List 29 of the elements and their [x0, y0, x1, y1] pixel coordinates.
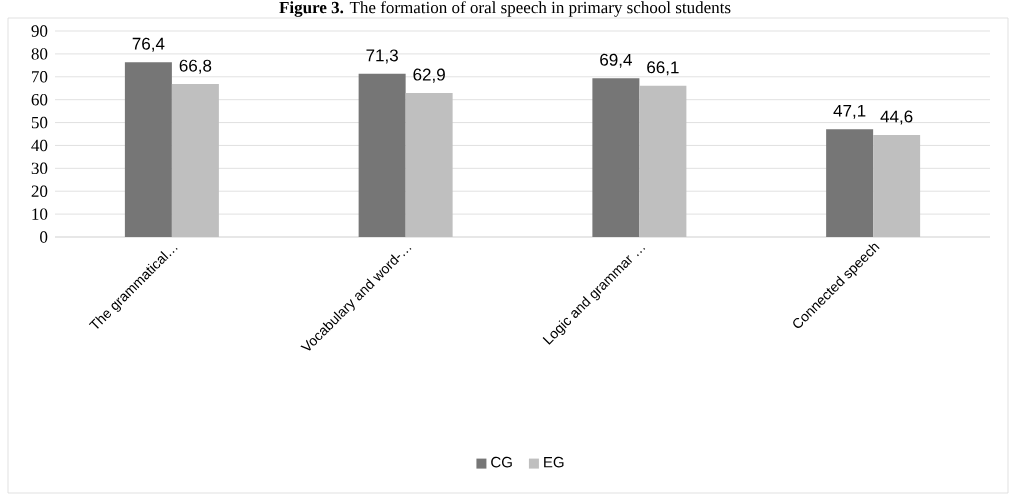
bar	[639, 85, 687, 237]
y-tick-label: 80	[31, 48, 48, 60]
bar	[405, 93, 453, 237]
data-label: 71,3	[366, 49, 398, 64]
bar	[826, 129, 874, 237]
y-tick-label: 50	[31, 116, 48, 129]
y-tick-label: 20	[31, 185, 48, 197]
bar	[592, 78, 640, 237]
data-label: 76,4	[132, 37, 165, 52]
y-tick-label: 10	[32, 208, 48, 220]
bar	[873, 134, 921, 237]
y-tick-label: 90	[31, 25, 48, 37]
data-label: 44,6	[880, 110, 913, 125]
y-tick-label: 30	[31, 162, 48, 175]
legend-label: CG	[491, 456, 512, 468]
y-tick-label: 40	[31, 139, 48, 152]
bar	[171, 84, 219, 237]
y-tick-label: 70	[32, 71, 48, 83]
data-label: 69,4	[600, 53, 632, 68]
y-tick-label: 60	[31, 93, 48, 106]
bar	[124, 62, 172, 237]
bar	[358, 73, 406, 237]
data-label: 47,1	[833, 104, 866, 119]
data-label: 62,9	[413, 68, 445, 83]
y-tick-label: 0	[40, 231, 48, 243]
legend-label: EG	[544, 456, 564, 468]
data-label: 66,8	[179, 59, 212, 74]
chart-title: Figure 3. The formation of oral speech in primary school students	[279, 1, 731, 17]
data-label: 66,1	[647, 61, 679, 76]
